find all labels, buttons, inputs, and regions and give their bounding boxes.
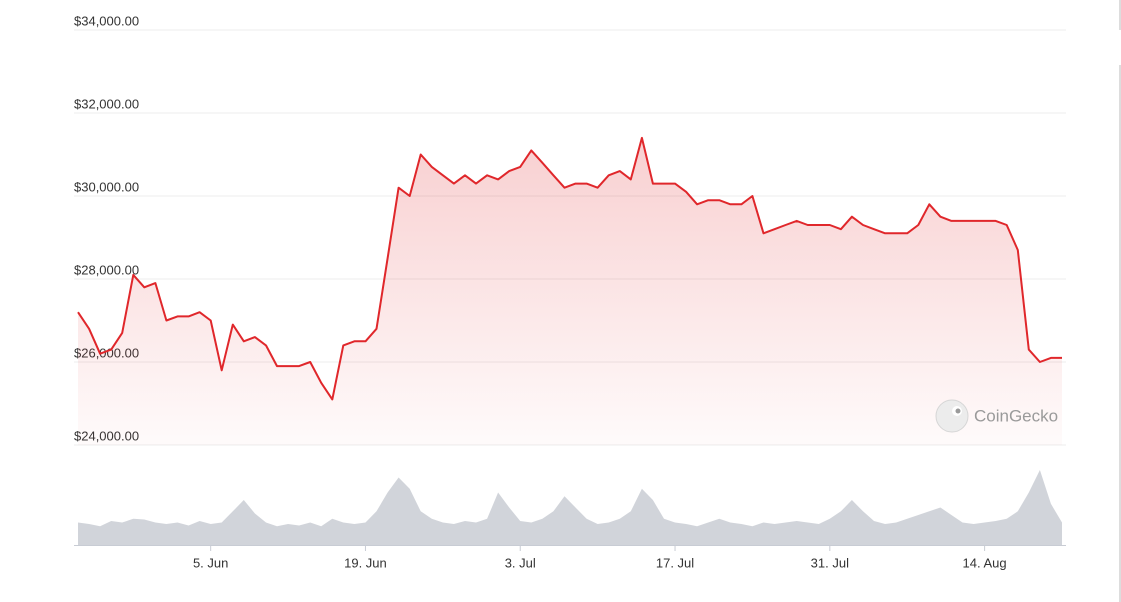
y-tick-label: $32,000.00	[74, 96, 139, 111]
x-tick-label: 19. Jun	[344, 555, 387, 570]
watermark-text: CoinGecko	[974, 406, 1058, 425]
x-tick-label: 31. Jul	[811, 555, 849, 570]
y-tick-label: $28,000.00	[74, 262, 139, 277]
watermark: CoinGecko	[935, 399, 1058, 433]
price-area	[78, 137, 1062, 445]
x-tick-label: 14. Aug	[963, 555, 1007, 570]
y-tick-label: $34,000.00	[74, 13, 139, 28]
x-tick-label: 17. Jul	[656, 555, 694, 570]
watermark-logo	[935, 399, 969, 433]
y-tick-label: $30,000.00	[74, 179, 139, 194]
price-line	[77, 136, 1062, 401]
watermark-logo-pupil	[955, 408, 961, 414]
volume-area	[78, 470, 1062, 545]
x-tick-label: 5. Jun	[193, 555, 228, 570]
x-tick-label: 3. Jul	[505, 555, 536, 570]
